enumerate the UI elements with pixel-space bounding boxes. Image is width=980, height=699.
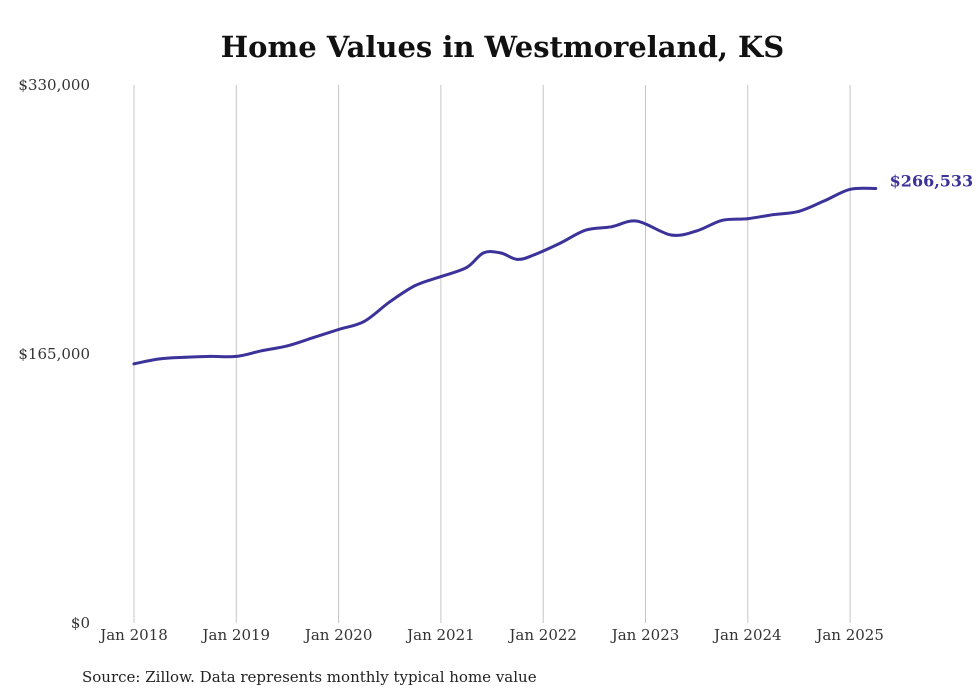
data-point-0-13 <box>465 266 468 269</box>
x-tick-label-0: Jan 2018 <box>98 626 168 644</box>
x-tick-label-1: Jan 2019 <box>201 626 271 644</box>
data-point-0-17 <box>533 253 537 256</box>
x-axis-tick-labels: Jan 2018 Jan 2019 Jan 2020 Jan 2021 Jan 2022… <box>98 626 884 644</box>
series-layer: $266,533 <box>132 171 974 366</box>
y-tick-label-0: $0 <box>71 614 90 632</box>
data-point-0-21 <box>635 219 639 223</box>
y-axis-tick-labels: $0 $165,000 $330,000 <box>18 76 90 632</box>
x-tick-label-5: Jan 2023 <box>610 626 680 644</box>
data-point-0-19 <box>584 228 588 232</box>
data-point-0-30 <box>874 187 878 190</box>
data-point-0-3 <box>209 355 213 358</box>
data-point-0-29 <box>848 187 852 191</box>
data-point-0-18 <box>558 241 562 245</box>
x-tick-label-2: Jan 2020 <box>303 626 373 644</box>
data-point-0-28 <box>823 199 826 203</box>
data-point-0-23 <box>695 229 698 233</box>
data-point-0-9 <box>362 320 366 323</box>
end-value-label: $266,533 <box>890 171 974 190</box>
data-point-0-16 <box>516 258 519 261</box>
data-point-0-4 <box>234 355 238 358</box>
y-tick-label-2: $330,000 <box>18 76 90 94</box>
y-tick-label-1: $165,000 <box>18 345 90 363</box>
data-point-0-7 <box>311 336 315 340</box>
data-point-0-15 <box>499 251 502 255</box>
x-tick-label-6: Jan 2024 <box>712 626 782 644</box>
data-point-0-1 <box>158 357 162 361</box>
data-point-0-26 <box>772 213 775 217</box>
source-note: Source: Zillow. Data represents monthly … <box>82 668 537 686</box>
data-point-0-22 <box>669 233 673 237</box>
x-tick-label-7: Jan 2025 <box>814 626 884 644</box>
data-point-0-5 <box>260 349 264 353</box>
data-point-0-24 <box>720 218 724 222</box>
data-point-0-14 <box>482 251 485 255</box>
data-point-0-25 <box>746 217 750 221</box>
data-point-0-10 <box>388 300 392 304</box>
data-point-0-12 <box>439 275 443 278</box>
data-point-0-6 <box>286 344 289 348</box>
data-point-0-0 <box>132 362 136 366</box>
series-line-0 <box>132 186 878 366</box>
x-tick-label-3: Jan 2021 <box>405 626 475 644</box>
data-point-0-27 <box>797 209 801 213</box>
data-point-0-20 <box>610 225 613 229</box>
gridlines <box>133 85 851 623</box>
data-point-0-11 <box>413 284 417 287</box>
data-point-0-8 <box>337 328 340 331</box>
data-point-0-2 <box>183 355 187 359</box>
x-tick-label-4: Jan 2022 <box>507 626 577 644</box>
chart-title: Home Values in Westmoreland, KS <box>220 30 785 64</box>
